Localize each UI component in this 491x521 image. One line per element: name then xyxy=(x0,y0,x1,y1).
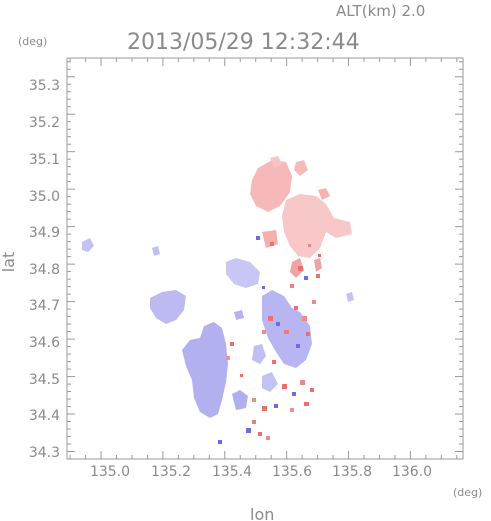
echo-layer xyxy=(82,156,354,444)
y-unit-label: (deg) xyxy=(18,35,47,48)
y-tick-label: 34.4 xyxy=(29,408,60,424)
y-tick-label: 35.3 xyxy=(29,78,60,94)
echo-patch-positive xyxy=(294,160,308,176)
x-tick-labels: 135.0 135.2 135.4 135.6 135.8 136.0 xyxy=(90,464,432,480)
x-tick-label: 135.4 xyxy=(212,464,252,480)
x-tick-label: 136.0 xyxy=(392,464,432,480)
y-tick-label: 34.8 xyxy=(29,262,60,278)
y-tick-label: 34.3 xyxy=(29,445,60,461)
plot-frame xyxy=(66,57,464,460)
echo-patch-negative xyxy=(252,344,266,364)
x-tick-label: 135.0 xyxy=(90,464,130,480)
echo-patch-negative xyxy=(262,372,278,392)
y-tick-labels: 35.3 35.2 35.1 35.0 34.9 34.8 34.7 34.6 … xyxy=(29,78,60,461)
echo-patch-negative xyxy=(152,246,160,256)
echo-patch-negative xyxy=(234,310,244,320)
y-axis-label: lat xyxy=(0,252,18,273)
timestamp-title: 2013/05/29 12:32:44 xyxy=(127,30,360,55)
altitude-label: ALT(km) 2.0 xyxy=(336,2,425,20)
y-tick-label: 34.5 xyxy=(29,372,60,388)
x-unit-label: (deg) xyxy=(453,486,482,499)
y-tick-label: 34.9 xyxy=(29,225,60,241)
echo-patch-positive xyxy=(270,156,282,168)
echo-patch-negative xyxy=(82,238,94,252)
axis-ticks xyxy=(67,58,463,460)
x-tick-label: 135.6 xyxy=(272,464,312,480)
y-tick-label: 35.0 xyxy=(29,189,60,205)
x-tick-label: 135.2 xyxy=(151,464,191,480)
x-axis-label: lon xyxy=(250,505,274,521)
echo-patch-positive xyxy=(290,258,304,278)
echo-patch-negative xyxy=(182,322,228,418)
echo-speckles xyxy=(218,236,321,444)
x-tick-label: 135.8 xyxy=(332,464,372,480)
echo-patch-positive xyxy=(318,188,330,200)
echo-patch-negative xyxy=(346,292,354,302)
echo-patch-positive xyxy=(282,194,352,258)
echo-patch-negative xyxy=(226,258,260,288)
echo-patch-negative xyxy=(150,290,186,324)
y-tick-label: 35.1 xyxy=(29,152,60,168)
echo-patch-negative xyxy=(262,290,312,368)
echo-patch-negative xyxy=(232,390,248,410)
echo-patch-positive xyxy=(250,160,292,212)
y-tick-label: 34.7 xyxy=(29,298,60,314)
y-tick-label: 34.6 xyxy=(29,335,60,351)
y-tick-label: 35.2 xyxy=(29,115,60,131)
echo-patch-positive xyxy=(314,258,322,272)
